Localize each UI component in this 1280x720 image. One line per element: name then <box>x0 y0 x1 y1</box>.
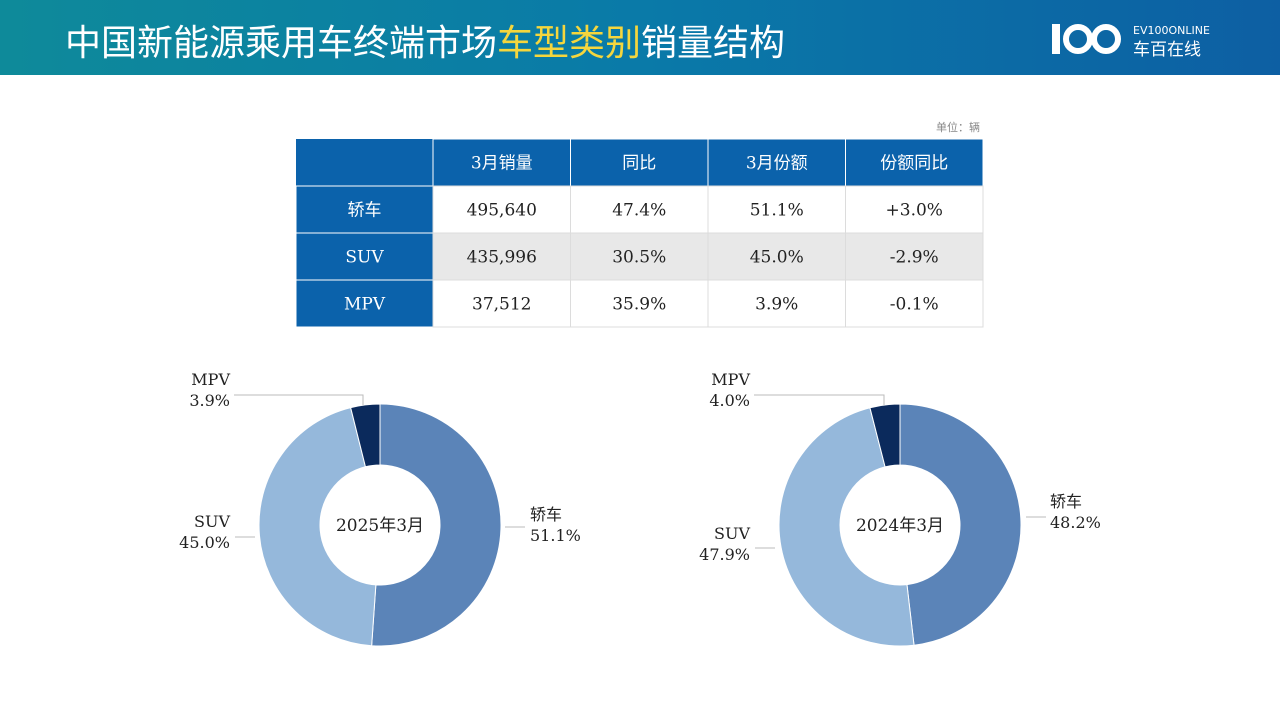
segment-name: 轿车 <box>530 505 562 524</box>
cell <box>570 185 709 234</box>
cell <box>570 279 709 328</box>
title-highlight: 车型类别 <box>497 23 641 64</box>
donut-center-label: 2024年3月 <box>856 516 944 536</box>
donut-segment <box>350 403 381 468</box>
cell-text: 47.4% <box>612 201 666 221</box>
row-label: MPV <box>344 295 386 315</box>
cell-text: 45.0% <box>750 248 804 268</box>
segment-value: 4.0% <box>709 391 750 410</box>
cell <box>432 185 571 234</box>
title-part: 中国新能源乘用车终端市场 <box>65 23 497 64</box>
donut-segment <box>869 403 901 468</box>
cell-text: 51.1% <box>750 201 804 221</box>
cell-text: -2.9% <box>890 248 939 268</box>
cell <box>707 185 846 234</box>
unit-label: 单位：辆 <box>936 120 980 134</box>
row-header-cell <box>295 232 434 281</box>
header-cell <box>845 138 984 187</box>
cell-text: -0.1% <box>890 295 939 315</box>
donut-center-label: 2025年3月 <box>336 516 424 536</box>
page-title: 中国新能源乘用车终端市场车型类别销量结构 <box>65 23 785 64</box>
cell-text: 495,640 <box>467 201 537 221</box>
cell <box>570 232 709 281</box>
cell <box>707 232 846 281</box>
logo-text: EV100ONLINE <box>1133 24 1210 37</box>
segment-name: SUV <box>194 512 230 531</box>
segment-value: 45.0% <box>179 533 230 552</box>
segment-value: 51.1% <box>530 526 581 545</box>
header-cell <box>296 139 433 186</box>
donut-segment <box>258 407 377 647</box>
segment-name: MPV <box>711 370 750 389</box>
segment-value: 48.2% <box>1050 513 1101 532</box>
cell-text: 35.9% <box>612 295 666 315</box>
donut-segment <box>778 407 915 647</box>
cell-text: 30.5% <box>612 248 666 268</box>
column-header: 同比 <box>622 154 656 174</box>
column-header: 3月份额 <box>746 154 808 174</box>
cell <box>845 232 984 281</box>
cell-text: 37,512 <box>472 295 531 315</box>
column-header: 份额同比 <box>880 154 948 174</box>
segment-name: MPV <box>191 370 230 389</box>
cell-text: 3.9% <box>755 295 798 315</box>
logo-text: 车百在线 <box>1133 40 1201 60</box>
column-header: 3月销量 <box>471 154 533 174</box>
donut-segment <box>899 403 1022 646</box>
donut-segment <box>371 403 502 647</box>
leader-line <box>234 394 364 405</box>
cell <box>707 279 846 328</box>
row-header-cell <box>295 185 434 234</box>
cell <box>432 232 571 281</box>
row-label: SUV <box>345 248 384 268</box>
segment-name: 轿车 <box>1050 492 1082 511</box>
title-part: 销量结构 <box>641 23 785 64</box>
row-label: 轿车 <box>348 201 382 221</box>
segment-value: 3.9% <box>189 391 230 410</box>
charts: 轿车 51.1% SUV 45.0% MPV 3.9% 2025年3月 轿车 48.2% SUV 4… <box>179 370 1101 647</box>
cell <box>845 279 984 328</box>
segment-name: SUV <box>714 524 750 543</box>
segment-value: 47.9% <box>699 545 750 564</box>
leader-line <box>754 394 885 405</box>
cell-text: +3.0% <box>886 201 943 221</box>
logo <box>1052 24 1121 54</box>
cell-text: 435,996 <box>467 248 537 268</box>
